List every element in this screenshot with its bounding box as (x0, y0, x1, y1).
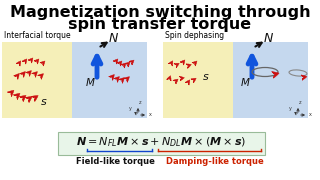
Bar (163, 42, 233, 118)
Text: Spin dephasing: Spin dephasing (165, 30, 224, 39)
Text: spin transfer torque: spin transfer torque (68, 17, 252, 33)
Text: $\mathit{s}$: $\mathit{s}$ (40, 97, 48, 107)
Text: Field-like torque: Field-like torque (76, 156, 155, 165)
Text: $\mathit{N}$: $\mathit{N}$ (108, 31, 119, 44)
Text: $\mathit{s}$: $\mathit{s}$ (202, 72, 210, 82)
Text: Magnetization switching through: Magnetization switching through (10, 4, 310, 19)
Text: x: x (309, 112, 312, 117)
Text: $\mathit{M}$: $\mathit{M}$ (85, 76, 95, 88)
FancyBboxPatch shape (58, 132, 265, 154)
Bar (2, 42, 72, 118)
Text: z: z (139, 100, 142, 105)
Text: y: y (129, 106, 132, 111)
Text: $\boldsymbol{N} = N_{FL}\boldsymbol{M}\times\boldsymbol{s} + N_{DL}\boldsymbol{M: $\boldsymbol{N} = N_{FL}\boldsymbol{M}\t… (76, 135, 246, 149)
Text: y: y (289, 106, 292, 111)
Text: z: z (299, 100, 302, 105)
Bar (233, 42, 308, 118)
Text: x: x (149, 112, 152, 117)
Text: $\mathit{N}$: $\mathit{N}$ (263, 31, 275, 44)
Bar (72, 42, 147, 118)
Text: Damping-like torque: Damping-like torque (166, 156, 264, 165)
Text: Interfacial torque: Interfacial torque (4, 30, 71, 39)
Text: $\mathit{M}$: $\mathit{M}$ (240, 76, 250, 88)
